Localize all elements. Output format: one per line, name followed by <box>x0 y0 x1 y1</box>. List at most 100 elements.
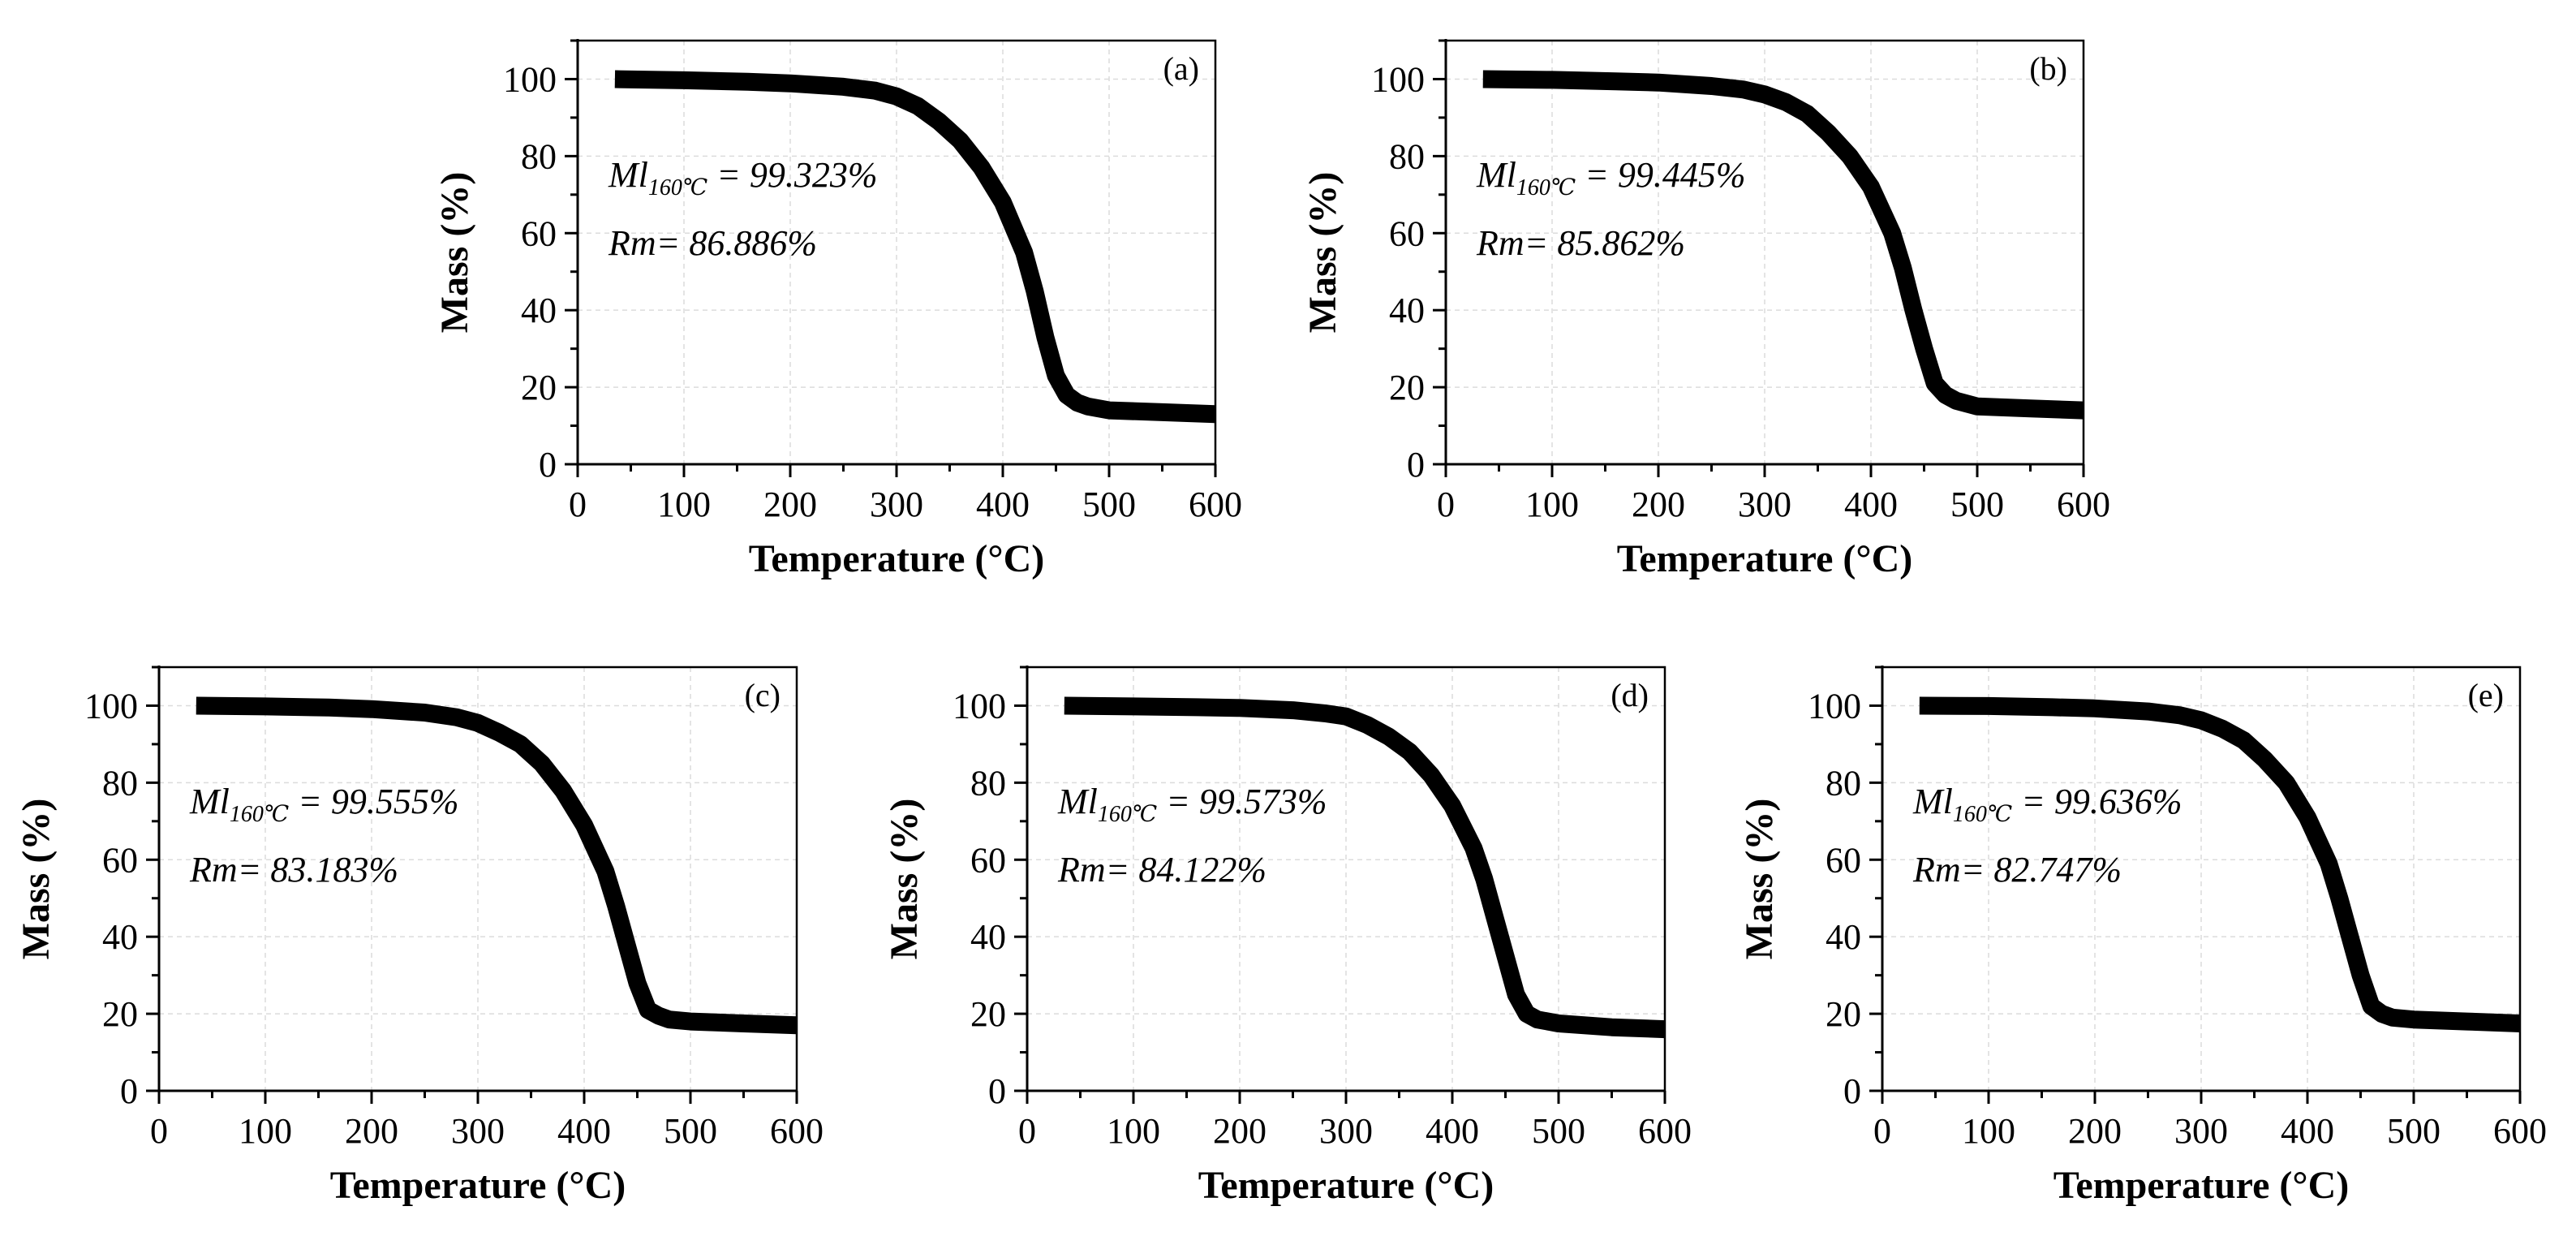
panel-label: (a) <box>1163 50 1199 87</box>
residual-mass-annotation: Rm= 82.747% <box>1912 850 2122 890</box>
y-tick-label: 40 <box>1389 291 1425 330</box>
ml-subscript: 160℃ <box>648 175 707 200</box>
x-axis-title: Temperature (°C) <box>330 1164 626 1207</box>
x-tick-label: 200 <box>345 1111 398 1151</box>
x-tick-label: 100 <box>239 1111 292 1151</box>
x-tick-label: 600 <box>2493 1111 2547 1151</box>
y-axis-title: Mass (%) <box>1301 172 1344 334</box>
tg-curve-a <box>614 70 1216 424</box>
ml-prefix: Ml <box>189 782 230 821</box>
y-tick-label: 80 <box>102 763 138 803</box>
chart-panel-d: 0 100 200 300 400 500 600 0 20 40 60 80 100 Temperatu… <box>883 666 1692 1207</box>
y-tick-label: 40 <box>1826 917 1861 957</box>
x-axis-title: Temperature (°C) <box>1198 1164 1494 1207</box>
x-tick-label: 300 <box>1738 485 1791 524</box>
residual-mass-annotation: Rm= 85.862% <box>1476 223 1685 263</box>
y-tick-label: 60 <box>1826 840 1861 880</box>
y-tick-label: 0 <box>1843 1071 1861 1111</box>
tg-curve-b <box>1482 70 2084 420</box>
x-tick-label: 500 <box>1950 485 2004 524</box>
y-tick-label: 40 <box>102 917 138 957</box>
x-tick-label: 400 <box>976 485 1030 524</box>
ml-value: = 99.323% <box>707 155 877 195</box>
chart-panel-b: 0 100 200 300 400 500 600 0 20 40 60 80 100 Temperatu… <box>1301 39 2110 580</box>
x-tick-label: 0 <box>569 485 587 524</box>
ml-subscript: 160℃ <box>230 802 289 827</box>
x-tick-label: 400 <box>2281 1111 2334 1151</box>
x-tick-label: 400 <box>557 1111 611 1151</box>
ml-value: = 99.636% <box>2012 782 2182 821</box>
residual-mass-annotation: Rm= 86.886% <box>608 223 817 263</box>
x-tick-label: 600 <box>2057 485 2110 524</box>
x-tick-label: 300 <box>870 485 923 524</box>
y-tick-label: 60 <box>970 840 1006 880</box>
ml-subscript: 160℃ <box>1953 802 2012 827</box>
x-tick-label: 100 <box>657 485 711 524</box>
x-tick-label: 200 <box>1632 485 1685 524</box>
y-tick-label: 100 <box>1808 686 1861 726</box>
panel-label: (e) <box>2468 677 2504 713</box>
y-tick-label: 0 <box>539 445 557 485</box>
x-tick-label: 300 <box>1319 1111 1373 1151</box>
y-tick-label: 60 <box>1389 213 1425 253</box>
x-tick-label: 400 <box>1426 1111 1479 1151</box>
y-axis-title: Mass (%) <box>883 799 926 960</box>
x-tick-label: 500 <box>2387 1111 2441 1151</box>
y-tick-label: 20 <box>970 994 1006 1034</box>
ml-prefix: Ml <box>1476 155 1516 195</box>
x-axis-title: Temperature (°C) <box>2053 1164 2349 1207</box>
x-axis-title: Temperature (°C) <box>749 537 1044 580</box>
y-axis-title: Mass (%) <box>15 799 58 960</box>
y-axis-title: Mass (%) <box>1738 799 1781 960</box>
ml-value: = 99.573% <box>1157 782 1327 821</box>
x-tick-label: 500 <box>1532 1111 1585 1151</box>
y-tick-label: 80 <box>1389 136 1425 176</box>
panel-label: (b) <box>2029 50 2067 87</box>
x-tick-label: 200 <box>2068 1111 2122 1151</box>
y-tick-label: 100 <box>503 59 557 99</box>
x-tick-label: 400 <box>1844 485 1898 524</box>
x-tick-label: 500 <box>664 1111 717 1151</box>
y-tick-label: 100 <box>953 686 1006 726</box>
y-tick-label: 80 <box>1826 763 1861 803</box>
tg-curve-d <box>1064 696 1666 1039</box>
y-tick-label: 0 <box>120 1071 138 1111</box>
ml-value: = 99.555% <box>289 782 458 821</box>
y-tick-label: 100 <box>84 686 138 726</box>
y-tick-label: 20 <box>102 994 138 1034</box>
x-tick-label: 300 <box>2174 1111 2228 1151</box>
x-tick-label: 600 <box>1189 485 1242 524</box>
y-axis-title: Mass (%) <box>433 172 476 334</box>
mass-loss-annotation: Ml160℃ = 99.445% <box>1476 155 1746 200</box>
x-tick-label: 0 <box>1437 485 1455 524</box>
x-tick-label: 100 <box>1525 485 1579 524</box>
mass-loss-annotation: Ml160℃ = 99.636% <box>1912 782 2183 827</box>
residual-mass-annotation: Rm= 83.183% <box>189 850 398 890</box>
tg-curve-e <box>1919 696 2521 1032</box>
y-tick-label: 40 <box>970 917 1006 957</box>
x-tick-label: 200 <box>1213 1111 1266 1151</box>
mass-loss-annotation: Ml160℃ = 99.555% <box>189 782 459 827</box>
residual-mass-annotation: Rm= 84.122% <box>1057 850 1266 890</box>
ml-prefix: Ml <box>608 155 648 195</box>
x-tick-label: 500 <box>1082 485 1136 524</box>
y-tick-label: 80 <box>970 763 1006 803</box>
x-tick-label: 600 <box>770 1111 824 1151</box>
y-tick-label: 0 <box>988 1071 1006 1111</box>
x-tick-label: 100 <box>1107 1111 1160 1151</box>
x-tick-label: 0 <box>1018 1111 1036 1151</box>
x-tick-label: 200 <box>763 485 817 524</box>
y-tick-label: 20 <box>1389 368 1425 407</box>
panel-label: (d) <box>1611 677 1649 713</box>
y-tick-label: 20 <box>1826 994 1861 1034</box>
ml-value: = 99.445% <box>1576 155 1745 195</box>
ml-subscript: 160℃ <box>1098 802 1157 827</box>
tg-curve-c <box>196 696 798 1035</box>
y-tick-label: 60 <box>521 213 557 253</box>
y-tick-label: 40 <box>521 291 557 330</box>
y-tick-label: 20 <box>521 368 557 407</box>
x-axis-title: Temperature (°C) <box>1617 537 1912 580</box>
y-tick-label: 0 <box>1407 445 1425 485</box>
ml-prefix: Ml <box>1912 782 1953 821</box>
